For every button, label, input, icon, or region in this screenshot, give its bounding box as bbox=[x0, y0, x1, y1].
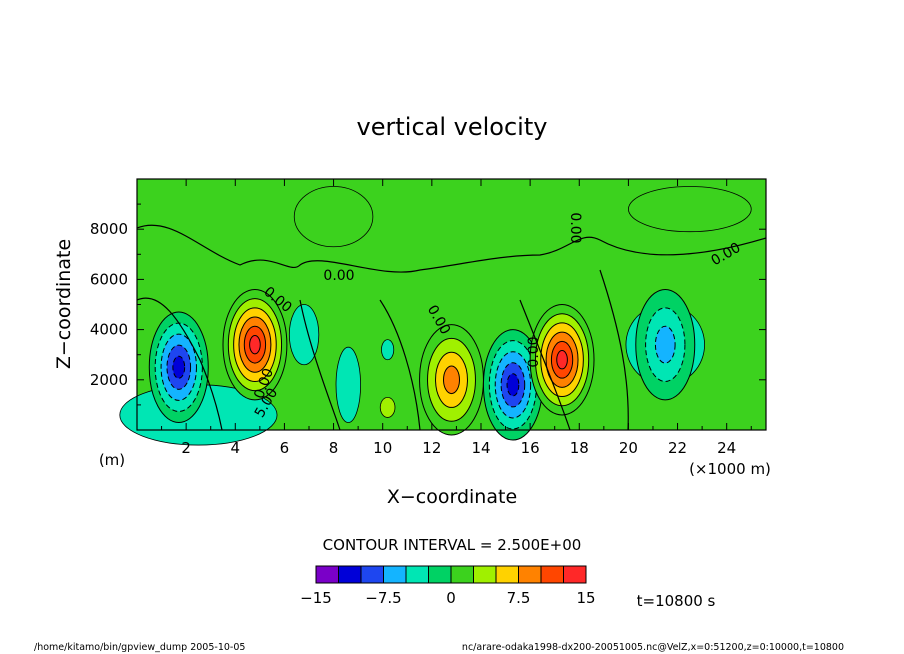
colorbar-bin bbox=[473, 565, 497, 584]
updraft-contour bbox=[443, 365, 460, 395]
updraft-contour bbox=[556, 350, 568, 370]
contour-label: 0.00 bbox=[323, 268, 354, 284]
x-tick-label: 18 bbox=[570, 439, 589, 457]
colorbar-tick-labels: −15 −7.5 0 7.5 15 bbox=[300, 589, 595, 607]
colorbar-bin bbox=[428, 565, 452, 584]
colorbar-bin bbox=[518, 565, 542, 584]
y-tick-label: 2000 bbox=[90, 371, 128, 389]
colorbar-tick-label: 0 bbox=[446, 589, 456, 607]
downdraft-contour bbox=[654, 325, 676, 364]
zero-contour-line bbox=[136, 224, 767, 273]
colorbar-bin bbox=[495, 565, 519, 584]
y-tick-label: 8000 bbox=[90, 220, 128, 238]
plot-area: 0.000.000.000.000.000.000.005.00 bbox=[119, 178, 767, 446]
colorbar-tick-label: 7.5 bbox=[507, 589, 531, 607]
time-label: t=10800 s bbox=[637, 592, 716, 610]
contour-lines bbox=[136, 224, 767, 431]
x-unit-label: (×1000 m) bbox=[689, 460, 771, 478]
contour-patch bbox=[293, 186, 374, 248]
x-tick-label: 22 bbox=[668, 439, 687, 457]
contour-interval-text: CONTOUR INTERVAL = 2.500E+00 bbox=[323, 536, 582, 554]
y-axis-label: Z−coordinate bbox=[53, 239, 75, 369]
y-tick-label: 6000 bbox=[90, 270, 128, 288]
chart-title: vertical velocity bbox=[357, 113, 548, 141]
x-tick-label: 12 bbox=[422, 439, 441, 457]
colorbar-bin bbox=[540, 565, 564, 584]
zero-contour-line bbox=[379, 299, 421, 431]
zero-contour-line bbox=[299, 299, 341, 431]
x-tick-label: 20 bbox=[619, 439, 638, 457]
footer-left: /home/kitamo/bin/gpview_dump 2005-10-05 bbox=[34, 642, 245, 653]
x-tick-label: 2 bbox=[181, 439, 191, 457]
contour-patch bbox=[288, 304, 320, 366]
x-tick-label: 16 bbox=[521, 439, 540, 457]
colorbar-bin bbox=[563, 565, 587, 584]
x-tick-label: 4 bbox=[231, 439, 241, 457]
contour-label: 0.00 bbox=[526, 336, 542, 367]
y-tick-label: 4000 bbox=[90, 321, 128, 339]
colorbar-bin bbox=[383, 565, 407, 584]
contour-label: 0.00 bbox=[567, 212, 583, 243]
zero-contour-line bbox=[519, 299, 571, 431]
colorbar-bin bbox=[315, 565, 339, 584]
colorbar bbox=[315, 565, 587, 584]
downdraft-contour bbox=[172, 355, 186, 379]
colorbar-bin bbox=[360, 565, 384, 584]
footer-right: nc/arare-odaka1998-dx200-20051005.nc@Vel… bbox=[462, 642, 844, 653]
updraft-contour bbox=[249, 334, 261, 355]
contour-patch bbox=[628, 186, 752, 233]
colorbar-tick-label: 15 bbox=[576, 589, 595, 607]
zero-contour-line bbox=[599, 269, 629, 431]
zero-contour-line bbox=[136, 297, 223, 431]
x-tick-label: 8 bbox=[329, 439, 339, 457]
x-tick-label: 10 bbox=[373, 439, 392, 457]
x-tick-label: 24 bbox=[717, 439, 736, 457]
downdraft-contour bbox=[506, 373, 520, 397]
contour-patch bbox=[335, 346, 361, 423]
colorbar-tick-label: −7.5 bbox=[365, 589, 401, 607]
x-tick-label: 14 bbox=[471, 439, 490, 457]
colorbar-bin bbox=[450, 565, 474, 584]
x-axis-label: X−coordinate bbox=[387, 486, 517, 508]
x-tick-label: 6 bbox=[280, 439, 290, 457]
contour-patch bbox=[379, 396, 396, 418]
colorbar-tick-label: −15 bbox=[300, 589, 332, 607]
colorbar-bin bbox=[338, 565, 362, 584]
y-axis: 2000 4000 6000 8000 bbox=[90, 203, 766, 406]
x-axis: 2 4 6 8 10 12 14 16 18 20 22 24 bbox=[161, 179, 752, 457]
y-unit-label: (m) bbox=[99, 451, 125, 469]
contour-patch bbox=[381, 339, 395, 361]
colorbar-bin bbox=[405, 565, 429, 584]
